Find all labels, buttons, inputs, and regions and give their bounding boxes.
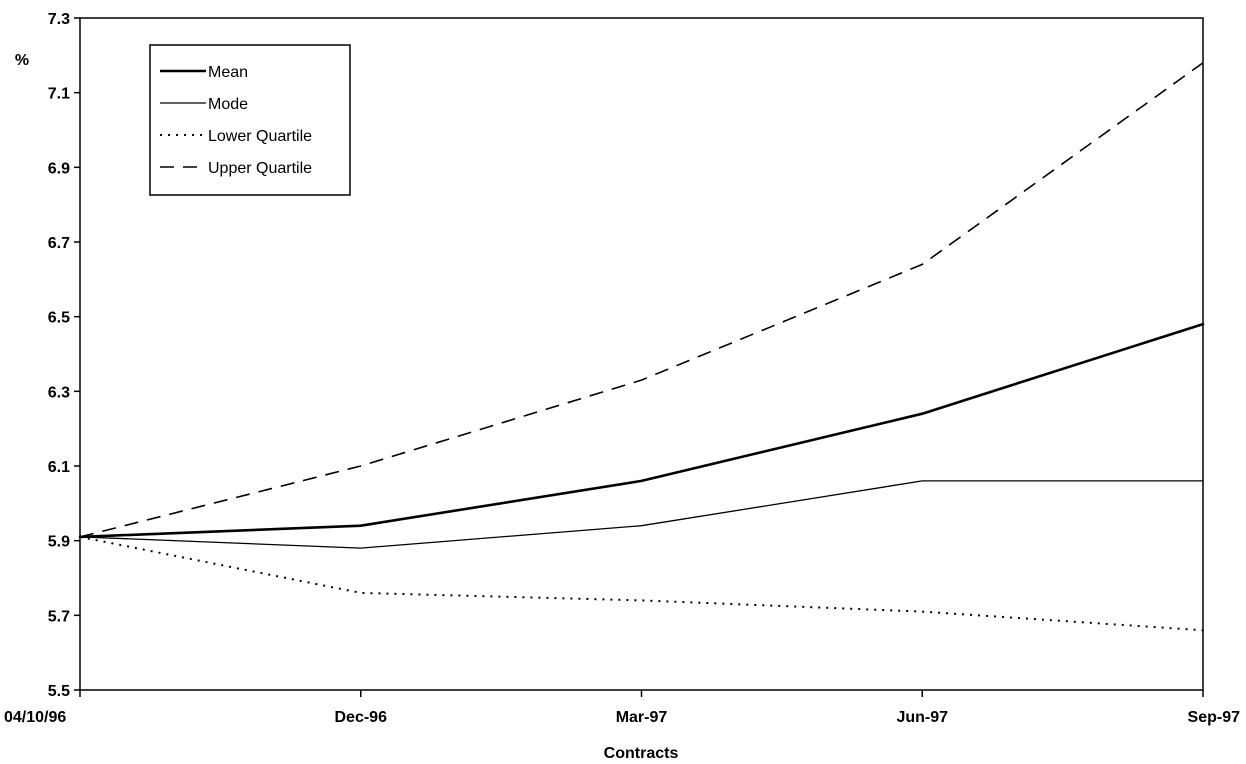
x-axis-title: Contracts: [604, 745, 679, 762]
legend-label: Lower Quartile: [208, 128, 312, 145]
x-tick-label: 04/10/96: [4, 709, 66, 726]
legend-label: Mode: [208, 96, 248, 113]
y-axis-ticks: 5.5 5.7 5.9 6.1 6.3 6.5 6.7 6.9 7.1 7.3: [48, 11, 80, 700]
x-tick-label: Jun-97: [896, 709, 948, 726]
legend: Mean Mode Lower Quartile Upper Quartile: [149, 44, 351, 196]
series-line-lower-quartile: [79, 535, 1204, 632]
x-tick-label: Mar-97: [616, 709, 668, 726]
y-tick-label: 6.3: [48, 384, 70, 401]
y-tick-label: 6.9: [48, 160, 70, 177]
y-tick-label: 7.1: [48, 86, 70, 103]
x-tick-label: Dec-96: [335, 709, 388, 726]
y-tick-label: 6.5: [48, 310, 70, 327]
y-tick-label: 5.9: [48, 534, 70, 551]
y-tick-label: 5.7: [48, 608, 70, 625]
x-tick-label: Sep-97: [1188, 709, 1241, 726]
series-line-mean: [78, 322, 1205, 539]
legend-label: Mean: [208, 64, 248, 81]
series-line-upper-quartile: [79, 62, 1204, 538]
y-tick-label: 6.7: [48, 235, 70, 252]
series-layer: [78, 62, 1205, 632]
y-tick-label: 7.3: [48, 11, 70, 28]
y-tick-label: 6.1: [48, 459, 70, 476]
y-tick-label: 5.5: [48, 683, 70, 700]
legend-label: Upper Quartile: [208, 160, 312, 177]
y-axis-title: %: [15, 52, 29, 69]
x-axis-ticks: 04/10/96 Dec-96 Mar-97 Jun-97 Sep-97: [4, 690, 1240, 726]
series-line-mode: [79, 480, 1204, 549]
